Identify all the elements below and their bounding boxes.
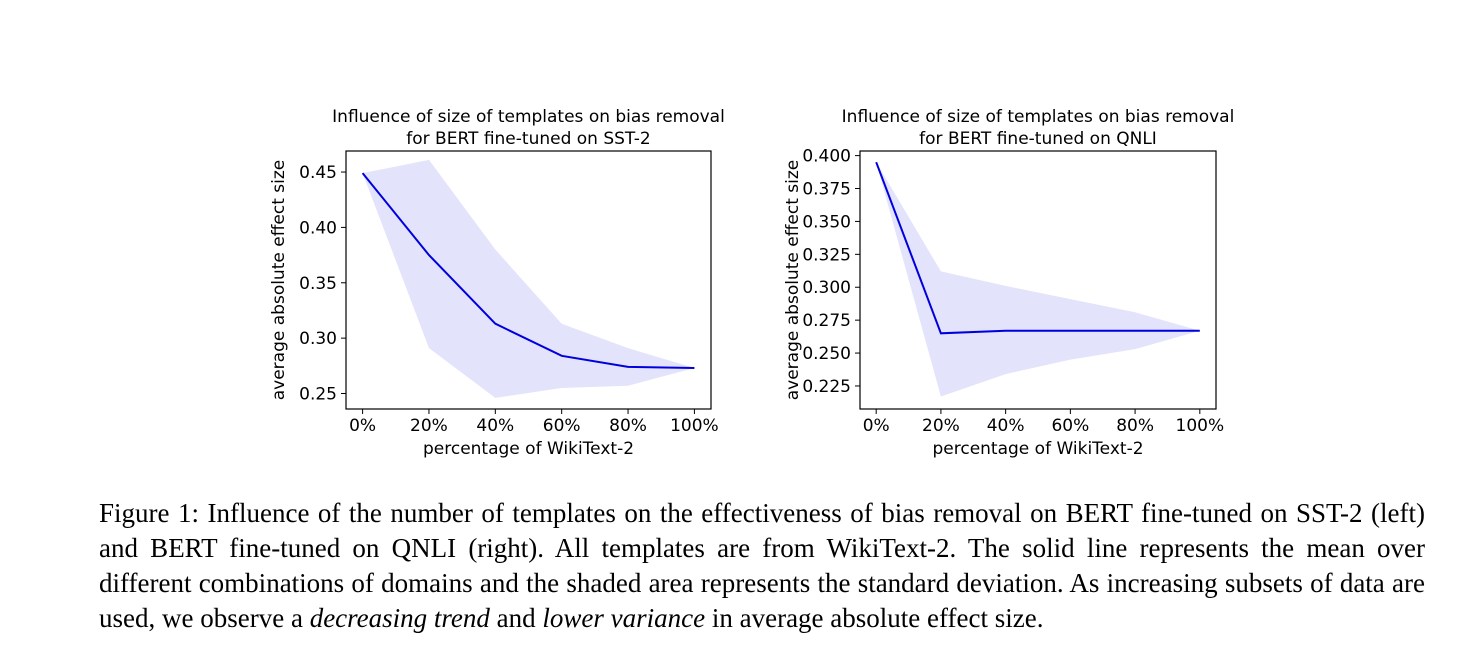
chart-2-mean-line — [875, 161, 1200, 335]
chart-1-x-tick-label: 80% — [609, 416, 647, 436]
chart-1-x-tick-label: 100% — [670, 416, 719, 436]
chart-2-x-tick-label: 100% — [1176, 416, 1225, 436]
chart-2-y-tick-label: 0.300 — [802, 278, 851, 298]
chart-2-x-axis-label: percentage of WikiText-2 — [932, 439, 1143, 459]
chart-1-title: Influence of size of templates on bias r… — [332, 107, 725, 127]
chart-2-x-tick-label: 80% — [1116, 416, 1154, 436]
chart-1-x-tick-label: 60% — [543, 416, 581, 436]
chart-1-title: for BERT fine-tuned on SST-2 — [406, 129, 650, 149]
chart-2-x-tick-label: 20% — [922, 416, 960, 436]
chart-2-axes-frame — [859, 150, 1217, 410]
caption-text-end: in average absolute effect size. — [705, 603, 1044, 633]
chart-1-y-tick-label: 0.25 — [299, 384, 337, 404]
chart-2-y-axis-label: average absolute effect size — [783, 160, 803, 401]
chart-2-y-tick-label: 0.250 — [802, 344, 851, 364]
caption-emphasis-lower-variance: lower variance — [542, 603, 706, 633]
chart-2-y-tick-label: 0.350 — [802, 212, 851, 232]
chart-1-y-tick-label: 0.35 — [299, 274, 337, 294]
chart-1-x-tick-label: 20% — [410, 416, 448, 436]
chart-1-x-tick-label: 40% — [476, 416, 514, 436]
chart-2-y-tick-label: 0.375 — [802, 180, 851, 200]
chart-1-y-axis-label: average absolute effect size — [269, 160, 289, 401]
chart-1-x-axis-label: percentage of WikiText-2 — [423, 439, 634, 459]
caption-text: Figure 1: Influence of the number of tem… — [99, 498, 1425, 633]
chart-1-y-tick-label: 0.45 — [299, 163, 337, 183]
chart-2: 0% 20% 40% 60% 80% 100% 0.225 0.250 0.275 0.300 0.… — [783, 107, 1234, 459]
caption-emphasis-decreasing-trend: decreasing trend — [309, 603, 490, 633]
caption-text-and: and — [489, 603, 543, 633]
chart-1-y-tick-label: 0.30 — [299, 329, 337, 349]
chart-2-y-tick-label: 0.225 — [802, 377, 851, 397]
figure-charts: 0% 20% 40% 60% 80% 100% 0.25 0.30 0.35 0.40 0.45 In… — [269, 107, 1234, 459]
chart-1-std-band — [362, 159, 695, 398]
chart-2-x-tick-label: 40% — [987, 416, 1025, 436]
chart-2-y-tick-label: 0.400 — [802, 147, 851, 167]
chart-2-std-band — [876, 162, 1200, 397]
chart-2-title: Influence of size of templates on bias r… — [842, 107, 1235, 127]
chart-2-x-tick-label: 0% — [863, 416, 890, 436]
chart-2-y-tick-label: 0.275 — [802, 311, 851, 331]
figure-caption: Figure 1: Influence of the number of tem… — [99, 496, 1425, 636]
chart-1-axes-frame — [345, 150, 712, 410]
chart-1: 0% 20% 40% 60% 80% 100% 0.25 0.30 0.35 0.40 0.45 In… — [269, 107, 725, 459]
chart-2-y-tick-label: 0.325 — [802, 245, 851, 265]
chart-2-title: for BERT fine-tuned on QNLI — [919, 129, 1157, 149]
chart-2-x-tick-label: 60% — [1051, 416, 1089, 436]
chart-1-y-tick-label: 0.40 — [299, 218, 337, 238]
chart-1-mean-line — [361, 172, 695, 369]
chart-1-x-tick-label: 0% — [349, 416, 376, 436]
